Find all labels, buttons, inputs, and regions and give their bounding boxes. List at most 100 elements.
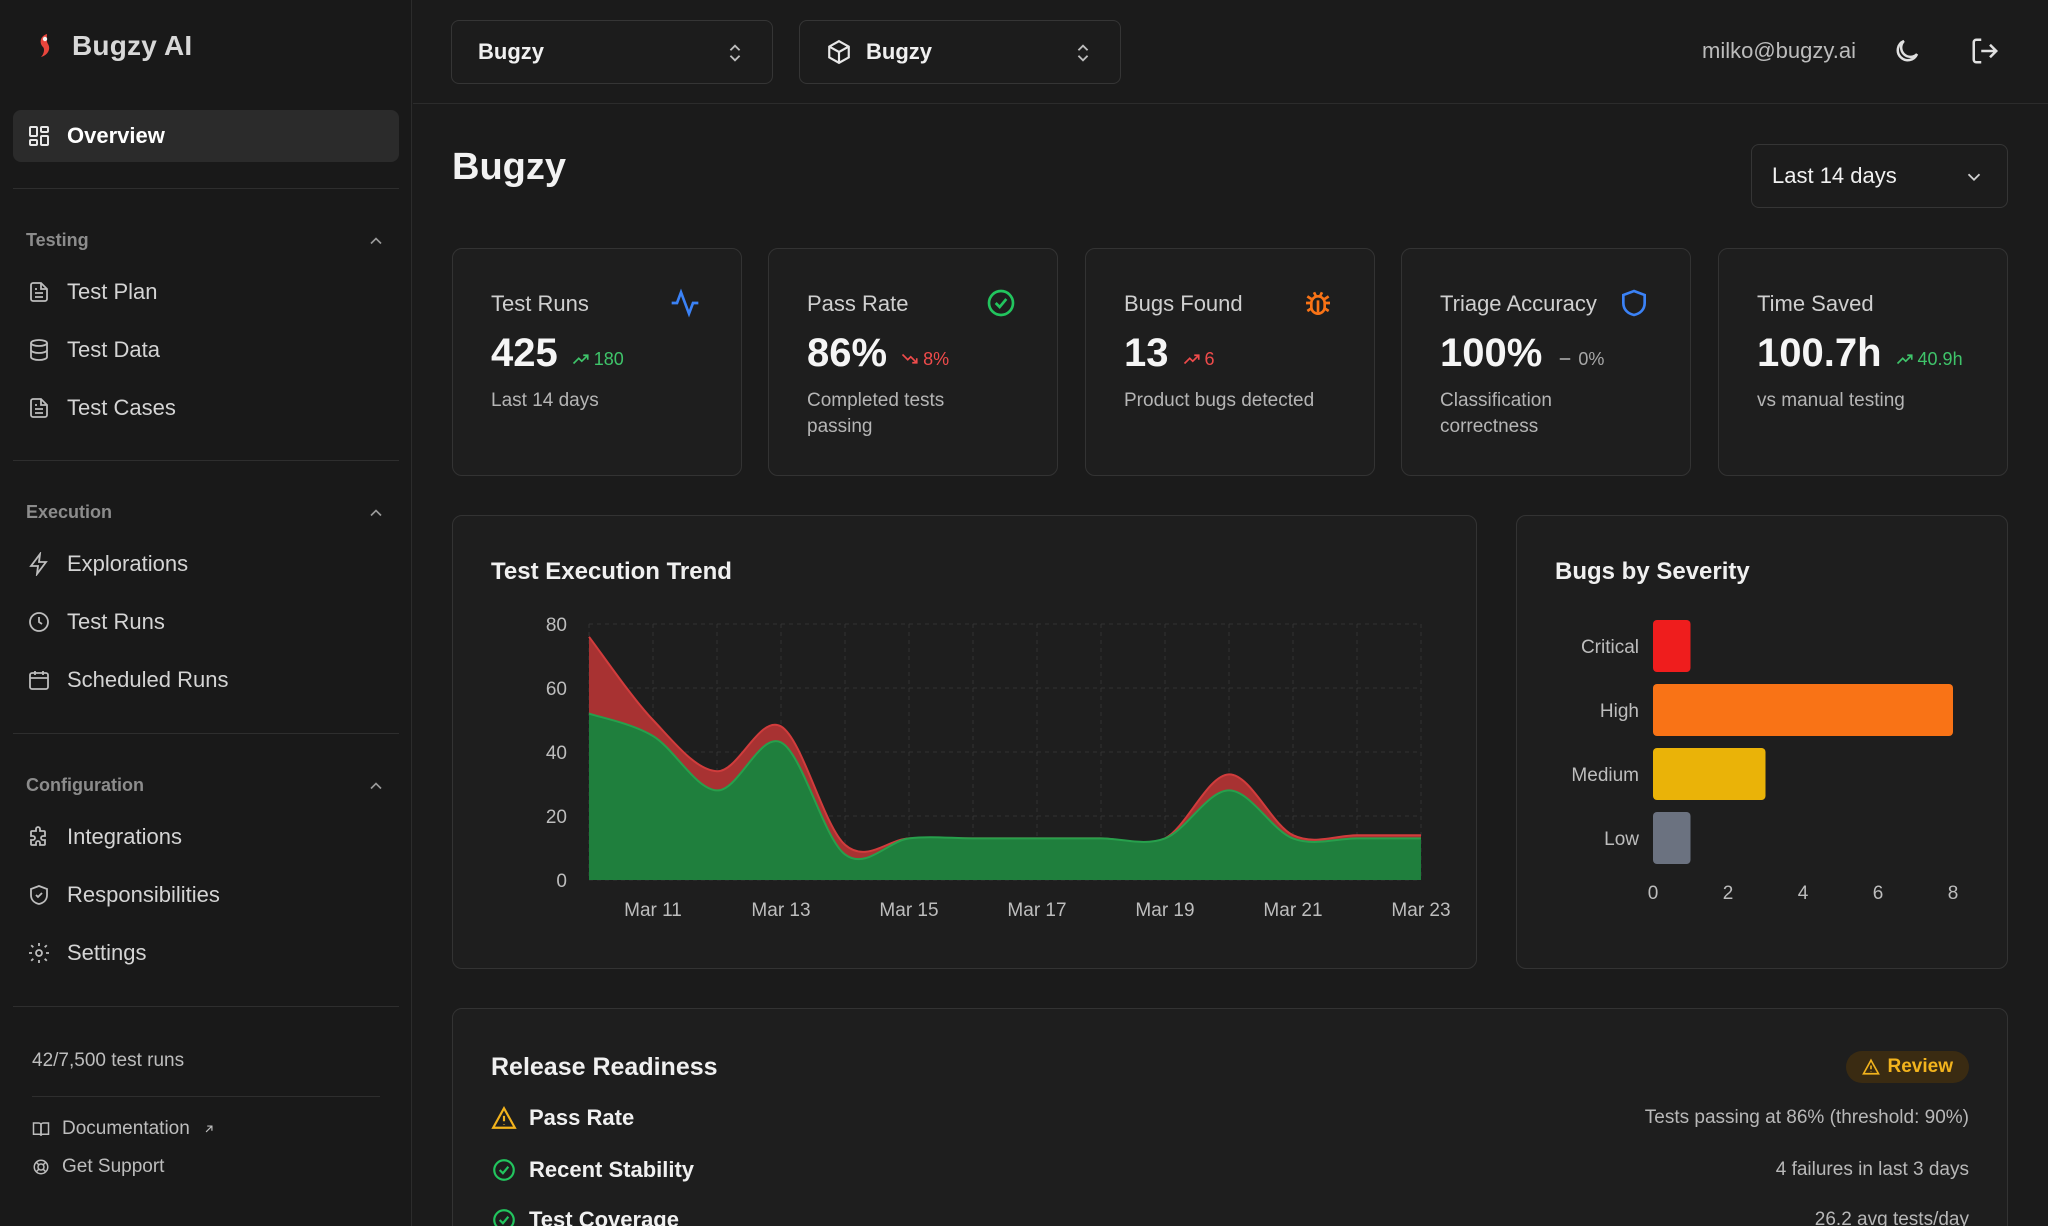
category-label: Critical (1581, 637, 1639, 658)
release-readiness-panel: Release Readiness Review Pass Rate Tests… (452, 1008, 2008, 1226)
x-tick-label: Mar 21 (1263, 900, 1322, 921)
book-icon (32, 1122, 50, 1136)
stat-delta-value: 0% (1578, 348, 1605, 369)
category-label: Medium (1571, 765, 1639, 786)
date-range-value: Last 14 days (1772, 163, 1897, 188)
y-tick-label: 20 (546, 807, 567, 828)
shield-icon (1622, 289, 1646, 317)
stat-delta-value: 40.9h (1917, 348, 1963, 369)
readiness-row-test-coverage: Test Coverage 26.2 avg tests/day (491, 1205, 1969, 1226)
x-tick-label: Mar 19 (1135, 900, 1194, 921)
documentation-link[interactable]: Documentation (32, 1118, 216, 1140)
stat-subtitle: vs manual testing (1757, 390, 1905, 411)
section-testing-header[interactable]: Testing (26, 230, 386, 251)
date-range-select[interactable]: Last 14 days (1751, 144, 2008, 208)
sidebar-item-responsibilities[interactable]: Responsibilities (13, 869, 399, 921)
trend-chart-title: Test Execution Trend (491, 558, 732, 585)
sidebar-item-label: Test Data (67, 337, 160, 362)
sidebar-divider (13, 733, 399, 734)
release-readiness-title: Release Readiness (491, 1053, 718, 1081)
stat-title: Time Saved (1757, 291, 1874, 316)
x-tick-label: 4 (1798, 883, 1809, 904)
stat-title: Triage Accuracy (1440, 291, 1597, 316)
bar-critical (1653, 620, 1691, 672)
stat-delta-value: 8% (923, 348, 950, 369)
check-circle-icon (493, 1159, 515, 1181)
stat-subtitle: Last 14 days (491, 390, 599, 411)
project-select-value: Bugzy (866, 39, 932, 64)
x-tick-label: Mar 11 (624, 900, 682, 921)
sidebar-item-settings[interactable]: Settings (13, 927, 399, 979)
stat-subtitle: Completed tests passing (807, 390, 945, 437)
section-title: Configuration (26, 775, 144, 795)
sidebar-divider (32, 1096, 380, 1097)
sidebar-item-label: Overview (67, 123, 165, 148)
logout-icon[interactable] (1970, 36, 2000, 66)
sidebar-item-label: Integrations (67, 824, 182, 849)
sidebar-item-explorations[interactable]: Explorations (13, 538, 399, 590)
sidebar-item-test-data[interactable]: Test Data (13, 324, 399, 376)
x-tick-label: 2 (1723, 883, 1734, 904)
stat-delta: 8% (901, 349, 949, 370)
section-title: Testing (26, 230, 89, 250)
project-select[interactable]: Bugzy (799, 20, 1121, 84)
line-series-passed (588, 712, 1421, 861)
bar-low (1653, 812, 1691, 864)
check-circle-icon (493, 1209, 515, 1226)
sidebar-item-overview[interactable]: Overview (13, 110, 399, 162)
sidebar-item-label: Test Cases (67, 395, 176, 420)
severity-chart-panel: Bugs by Severity Critical High Medium Low 0 2… (1516, 515, 2008, 969)
stat-value: 100% (1440, 331, 1543, 375)
readiness-label: Recent Stability (529, 1157, 695, 1182)
readiness-row-recent-stability: Recent Stability 4 failures in last 3 da… (491, 1155, 1969, 1185)
warning-triangle-icon (1861, 1058, 1880, 1075)
sidebar-item-label: Test Plan (67, 279, 158, 304)
grid-icon (29, 126, 49, 146)
clock-icon (29, 612, 49, 632)
stat-title: Test Runs (491, 291, 589, 316)
x-tick-label: Mar 23 (1391, 900, 1450, 921)
chevrons-up-down-icon (1077, 44, 1089, 62)
file-text-icon (30, 282, 48, 302)
usage-counter: 42/7,500 test runs (32, 1050, 185, 1071)
zap-icon (29, 552, 48, 576)
file-text-icon (30, 398, 48, 418)
sidebar-item-scheduled-runs[interactable]: Scheduled Runs (13, 654, 399, 706)
section-configuration-header[interactable]: Configuration (26, 775, 386, 796)
get-support-link[interactable]: Get Support (32, 1156, 164, 1178)
stat-title: Bugs Found (1124, 291, 1243, 316)
database-icon (30, 339, 48, 361)
stat-delta: 0% (1556, 349, 1604, 370)
organization-select[interactable]: Bugzy (451, 20, 773, 84)
stat-delta: 6 (1183, 349, 1215, 370)
trending-up-icon (1896, 354, 1913, 365)
bar-medium (1653, 748, 1766, 800)
readiness-detail: 4 failures in last 3 days (1775, 1159, 1969, 1180)
sidebar-item-test-runs[interactable]: Test Runs (13, 596, 399, 648)
moon-icon[interactable] (1892, 36, 1922, 66)
chevron-up-icon (370, 781, 382, 789)
stat-card-time-saved: Time Saved 100.7h 40.9h vs manual testin… (1718, 248, 2008, 476)
sidebar-item-label: Settings (67, 940, 147, 965)
bar-high (1653, 684, 1953, 736)
section-execution-header[interactable]: Execution (26, 502, 386, 523)
sidebar-item-test-cases[interactable]: Test Cases (13, 382, 399, 434)
get-support-label: Get Support (62, 1156, 165, 1177)
organization-select-value: Bugzy (478, 39, 544, 64)
sidebar-item-label: Scheduled Runs (67, 667, 229, 692)
bugzy-logo-icon (40, 34, 50, 57)
stat-delta: 40.9h (1896, 349, 1963, 370)
trending-up-icon (1183, 354, 1200, 365)
trending-down-icon (901, 353, 918, 364)
sidebar-item-integrations[interactable]: Integrations (13, 811, 399, 863)
x-tick-label: Mar 15 (879, 900, 938, 921)
readiness-label: Pass Rate (529, 1105, 635, 1130)
x-tick-label: 8 (1948, 883, 1959, 904)
severity-chart: Critical High Medium Low 0 2 4 6 8 (1571, 620, 1959, 904)
cube-icon (828, 39, 850, 65)
brand[interactable]: Bugzy AI (34, 30, 192, 62)
sidebar-item-test-plan[interactable]: Test Plan (13, 266, 399, 318)
stat-card-bugs-found: Bugs Found 13 6 Product bugs detected (1085, 248, 1375, 476)
activity-icon (671, 288, 699, 318)
